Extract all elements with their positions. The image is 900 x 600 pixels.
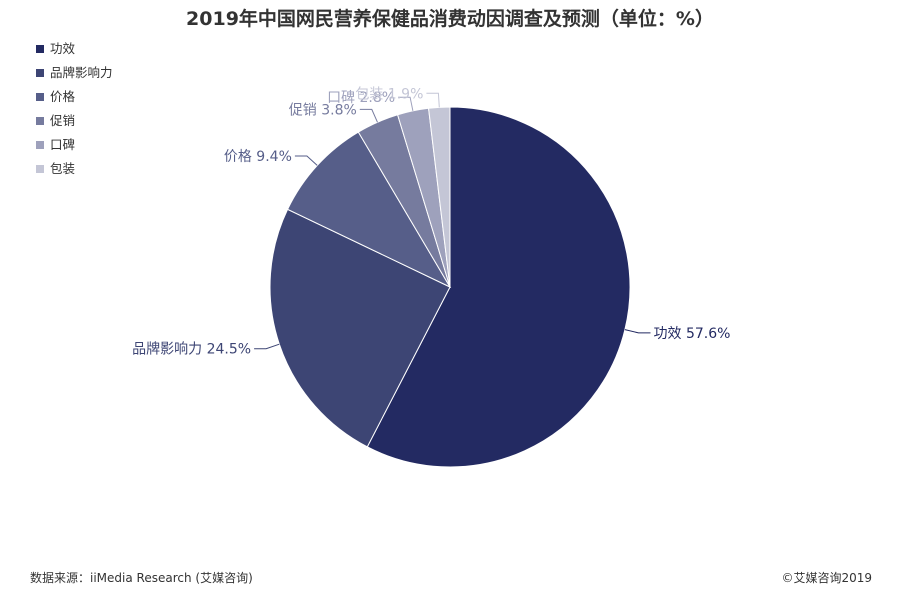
legend-label-5: 包装 [50, 161, 75, 176]
data-labels: 功效 57.6% 品牌影响力 24.5% 价格 9.4% 促销 3.8%口碑 2.8%… [132, 86, 730, 357]
slice-2 [286, 131, 452, 289]
data-label-5: 包装 1.9% [355, 86, 423, 102]
legend-label-3: 促销 [50, 113, 75, 128]
source-note: 数据来源：iiMedia Research (艾媒咨询) [30, 570, 253, 585]
leader-line-1 [254, 343, 280, 350]
leader-line-0 [624, 329, 651, 334]
data-label-3: 促销 3.8% [289, 102, 357, 118]
legend-swatch-5 [36, 165, 44, 173]
legend-swatch-3 [36, 117, 44, 125]
pie-slices [269, 106, 631, 468]
data-label-4: 口碑 2.8% [327, 90, 395, 106]
leader-line-2 [294, 155, 318, 166]
data-label-1: 品牌影响力 24.5% [132, 341, 251, 358]
legend-swatch-4 [36, 141, 44, 149]
copyright-note: ©艾媒咨询2019 [781, 570, 872, 585]
legend-label-2: 价格 [50, 89, 76, 104]
leader-line-5 [426, 92, 440, 108]
legend-label-0: 功效 [50, 41, 76, 56]
slice-5 [428, 106, 451, 288]
data-label-0: 功效 57.6% [654, 326, 731, 342]
legend-label-4: 口碑 [50, 137, 75, 152]
legend-label-1: 品牌影响力 [50, 65, 113, 80]
legend-swatch-1 [36, 69, 44, 77]
legend-swatch-0 [36, 45, 44, 53]
leader-line-3 [359, 108, 378, 123]
legend-swatch-2 [36, 93, 44, 101]
data-label-2: 价格 9.4% [224, 149, 292, 165]
slice-1 [269, 208, 451, 448]
chart-title: 2019年中国网民营养保健品消费动因调查及预测（单位：%） [186, 7, 714, 30]
leader-line-4 [398, 96, 414, 112]
slice-0 [366, 106, 631, 468]
